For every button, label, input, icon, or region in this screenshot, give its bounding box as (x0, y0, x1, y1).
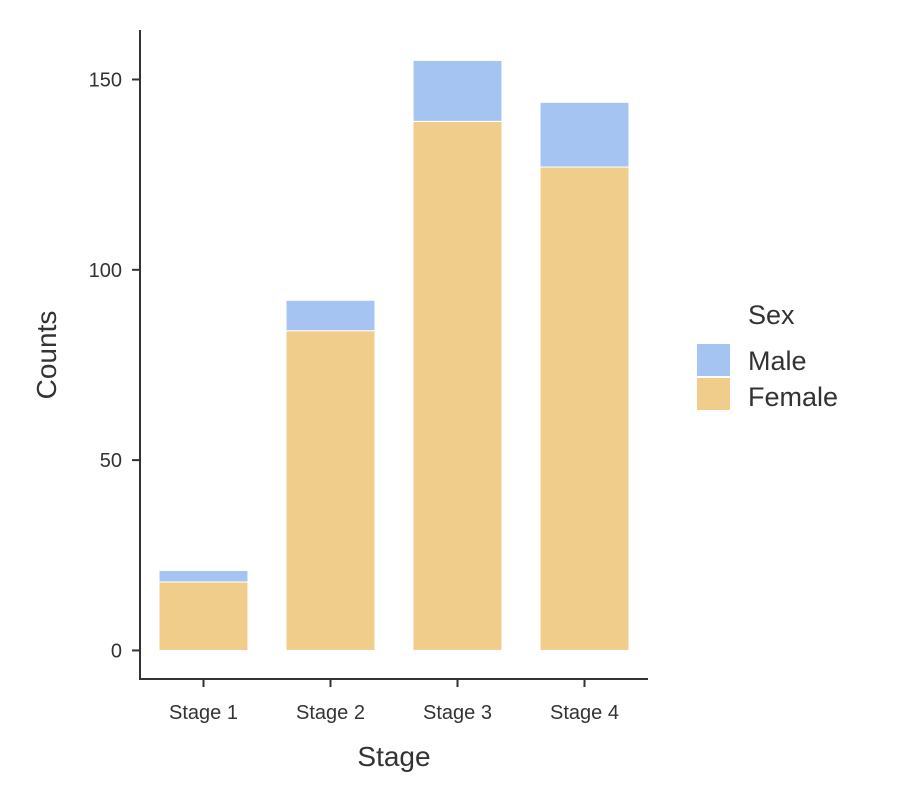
y-tick-label: 150 (89, 69, 122, 91)
y-tick-label: 100 (89, 260, 122, 282)
x-tick-label: Stage 3 (423, 702, 492, 724)
y-tick-label: 0 (111, 640, 122, 662)
bar-female-4 (539, 166, 630, 651)
legend-title: Sex (748, 300, 795, 330)
legend-swatch-male (697, 344, 730, 376)
bar-female-1 (158, 581, 249, 651)
bar-female-2 (285, 330, 376, 651)
legend-label-male: Male (748, 346, 807, 376)
x-tick-label: Stage 2 (296, 702, 365, 724)
y-tick-label: 50 (100, 450, 122, 472)
x-tick-label: Stage 4 (550, 702, 619, 724)
legend-label-female: Female (748, 382, 838, 412)
bar-female-3 (412, 120, 503, 651)
x-ticks-group: Stage 1 Stage 2 Stage 3 Stage 4 (169, 679, 619, 724)
y-ticks-group: 0 50 100 150 (89, 69, 140, 662)
bar-male-1 (158, 570, 249, 583)
bars-group (158, 59, 630, 651)
bar-male-2 (285, 299, 376, 332)
x-tick-label: Stage 1 (169, 702, 238, 724)
y-axis-title: Counts (31, 311, 62, 400)
legend: Sex Male Female (697, 300, 838, 412)
bar-male-3 (412, 59, 503, 122)
x-axis-title: Stage (357, 741, 430, 772)
bar-male-4 (539, 101, 630, 168)
legend-swatch-female (697, 378, 730, 410)
